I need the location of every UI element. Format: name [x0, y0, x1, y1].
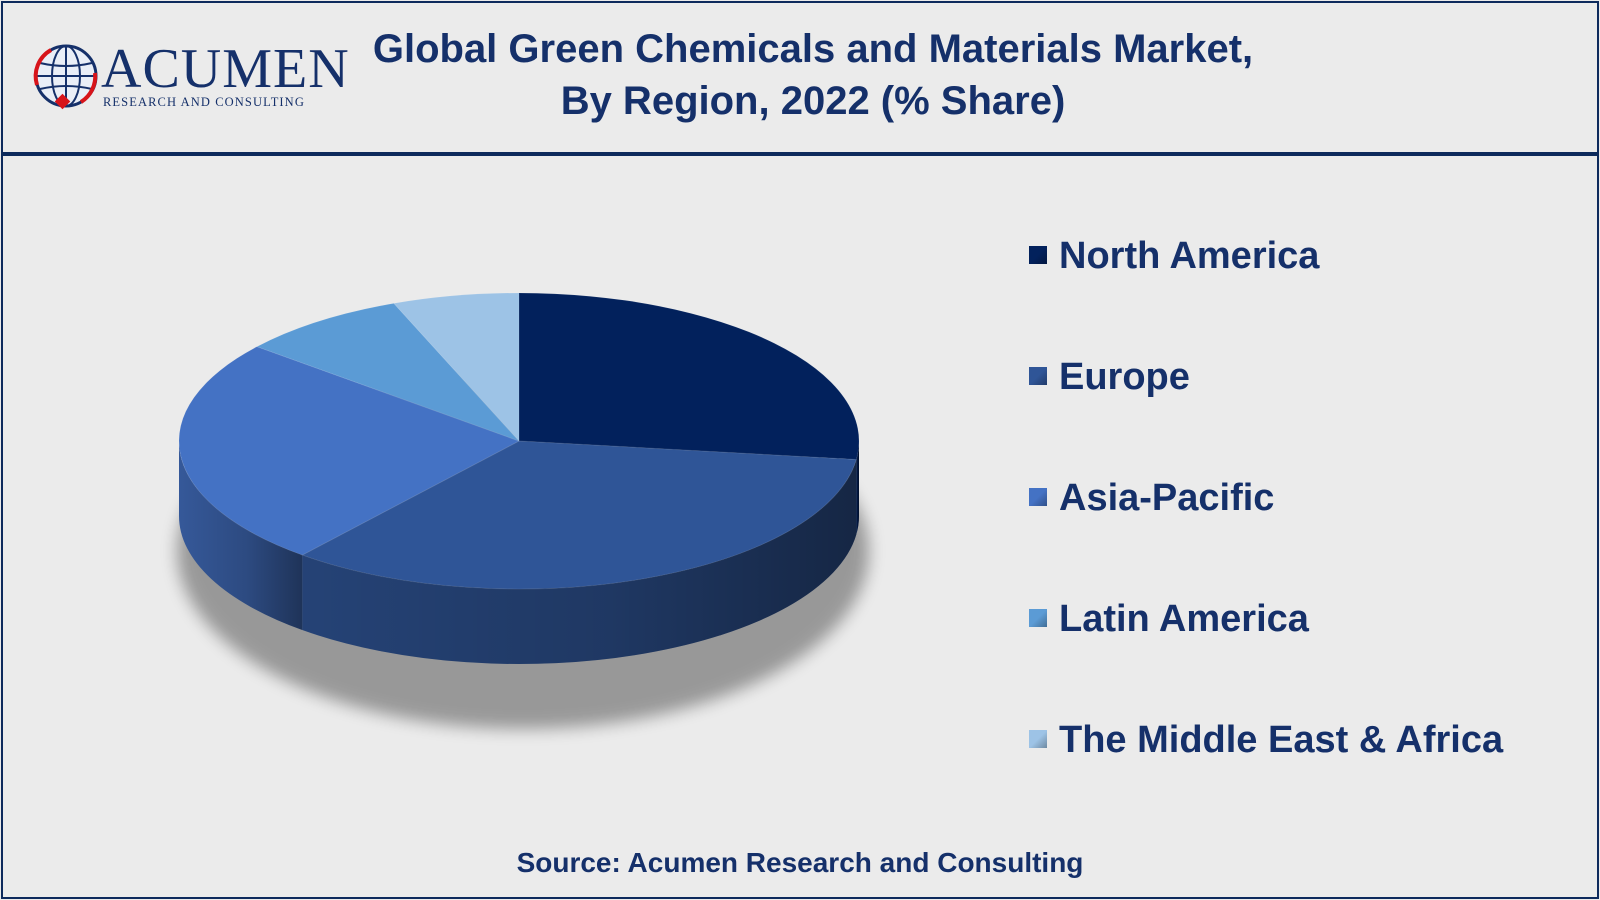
pie-slice-latin-america [255, 302, 520, 442]
legend-label-latin-america: Latin America [1059, 598, 1309, 640]
pie-side-shading-north-america [856, 441, 859, 535]
globe-icon [33, 44, 98, 110]
legend-swatch-middle-east-africa [1029, 730, 1047, 748]
header: ACUMEN RESEARCH AND CONSULTING Global Gr… [3, 3, 1597, 154]
chart-title-line-2: By Region, 2022 (% Share) [560, 79, 1066, 123]
pie-side-shading-europe [302, 459, 857, 665]
pie-slice-europe [301, 440, 857, 590]
header-divider [3, 152, 1597, 156]
pie-sides [179, 441, 859, 665]
chart-title-line-1: Global Green Chemicals and Materials Mar… [372, 27, 1254, 71]
pie-slice-north-america [518, 292, 860, 461]
legend-label-europe: Europe [1059, 356, 1190, 398]
source-note: Source: Acumen Research and Consulting [516, 847, 1084, 878]
legend-swatch-latin-america [1029, 609, 1047, 627]
logo-tagline: RESEARCH AND CONSULTING [103, 95, 305, 109]
legend-swatch-asia-pacific [1029, 488, 1047, 506]
legend-label-north-america: North America [1059, 235, 1320, 277]
pie-slice-middle-east-africa [392, 292, 520, 443]
acumen-logo: ACUMEN RESEARCH AND CONSULTING [31, 37, 349, 117]
legend-label-middle-east-africa: The Middle East & Africa [1059, 719, 1504, 761]
logo-wordmark: ACUMEN [101, 38, 350, 100]
legend-swatch-north-america [1029, 246, 1047, 264]
legend-swatch-europe [1029, 367, 1047, 385]
chart-title: Global Green Chemicals and Materials Mar… [303, 23, 1323, 127]
pie-top-slices [178, 292, 860, 590]
pie-chart [177, 292, 869, 729]
legend-label-asia-pacific: Asia-Pacific [1059, 477, 1275, 519]
pie-side-shading-asia-pacific [179, 441, 303, 631]
pie-slice-asia-pacific [178, 346, 521, 556]
